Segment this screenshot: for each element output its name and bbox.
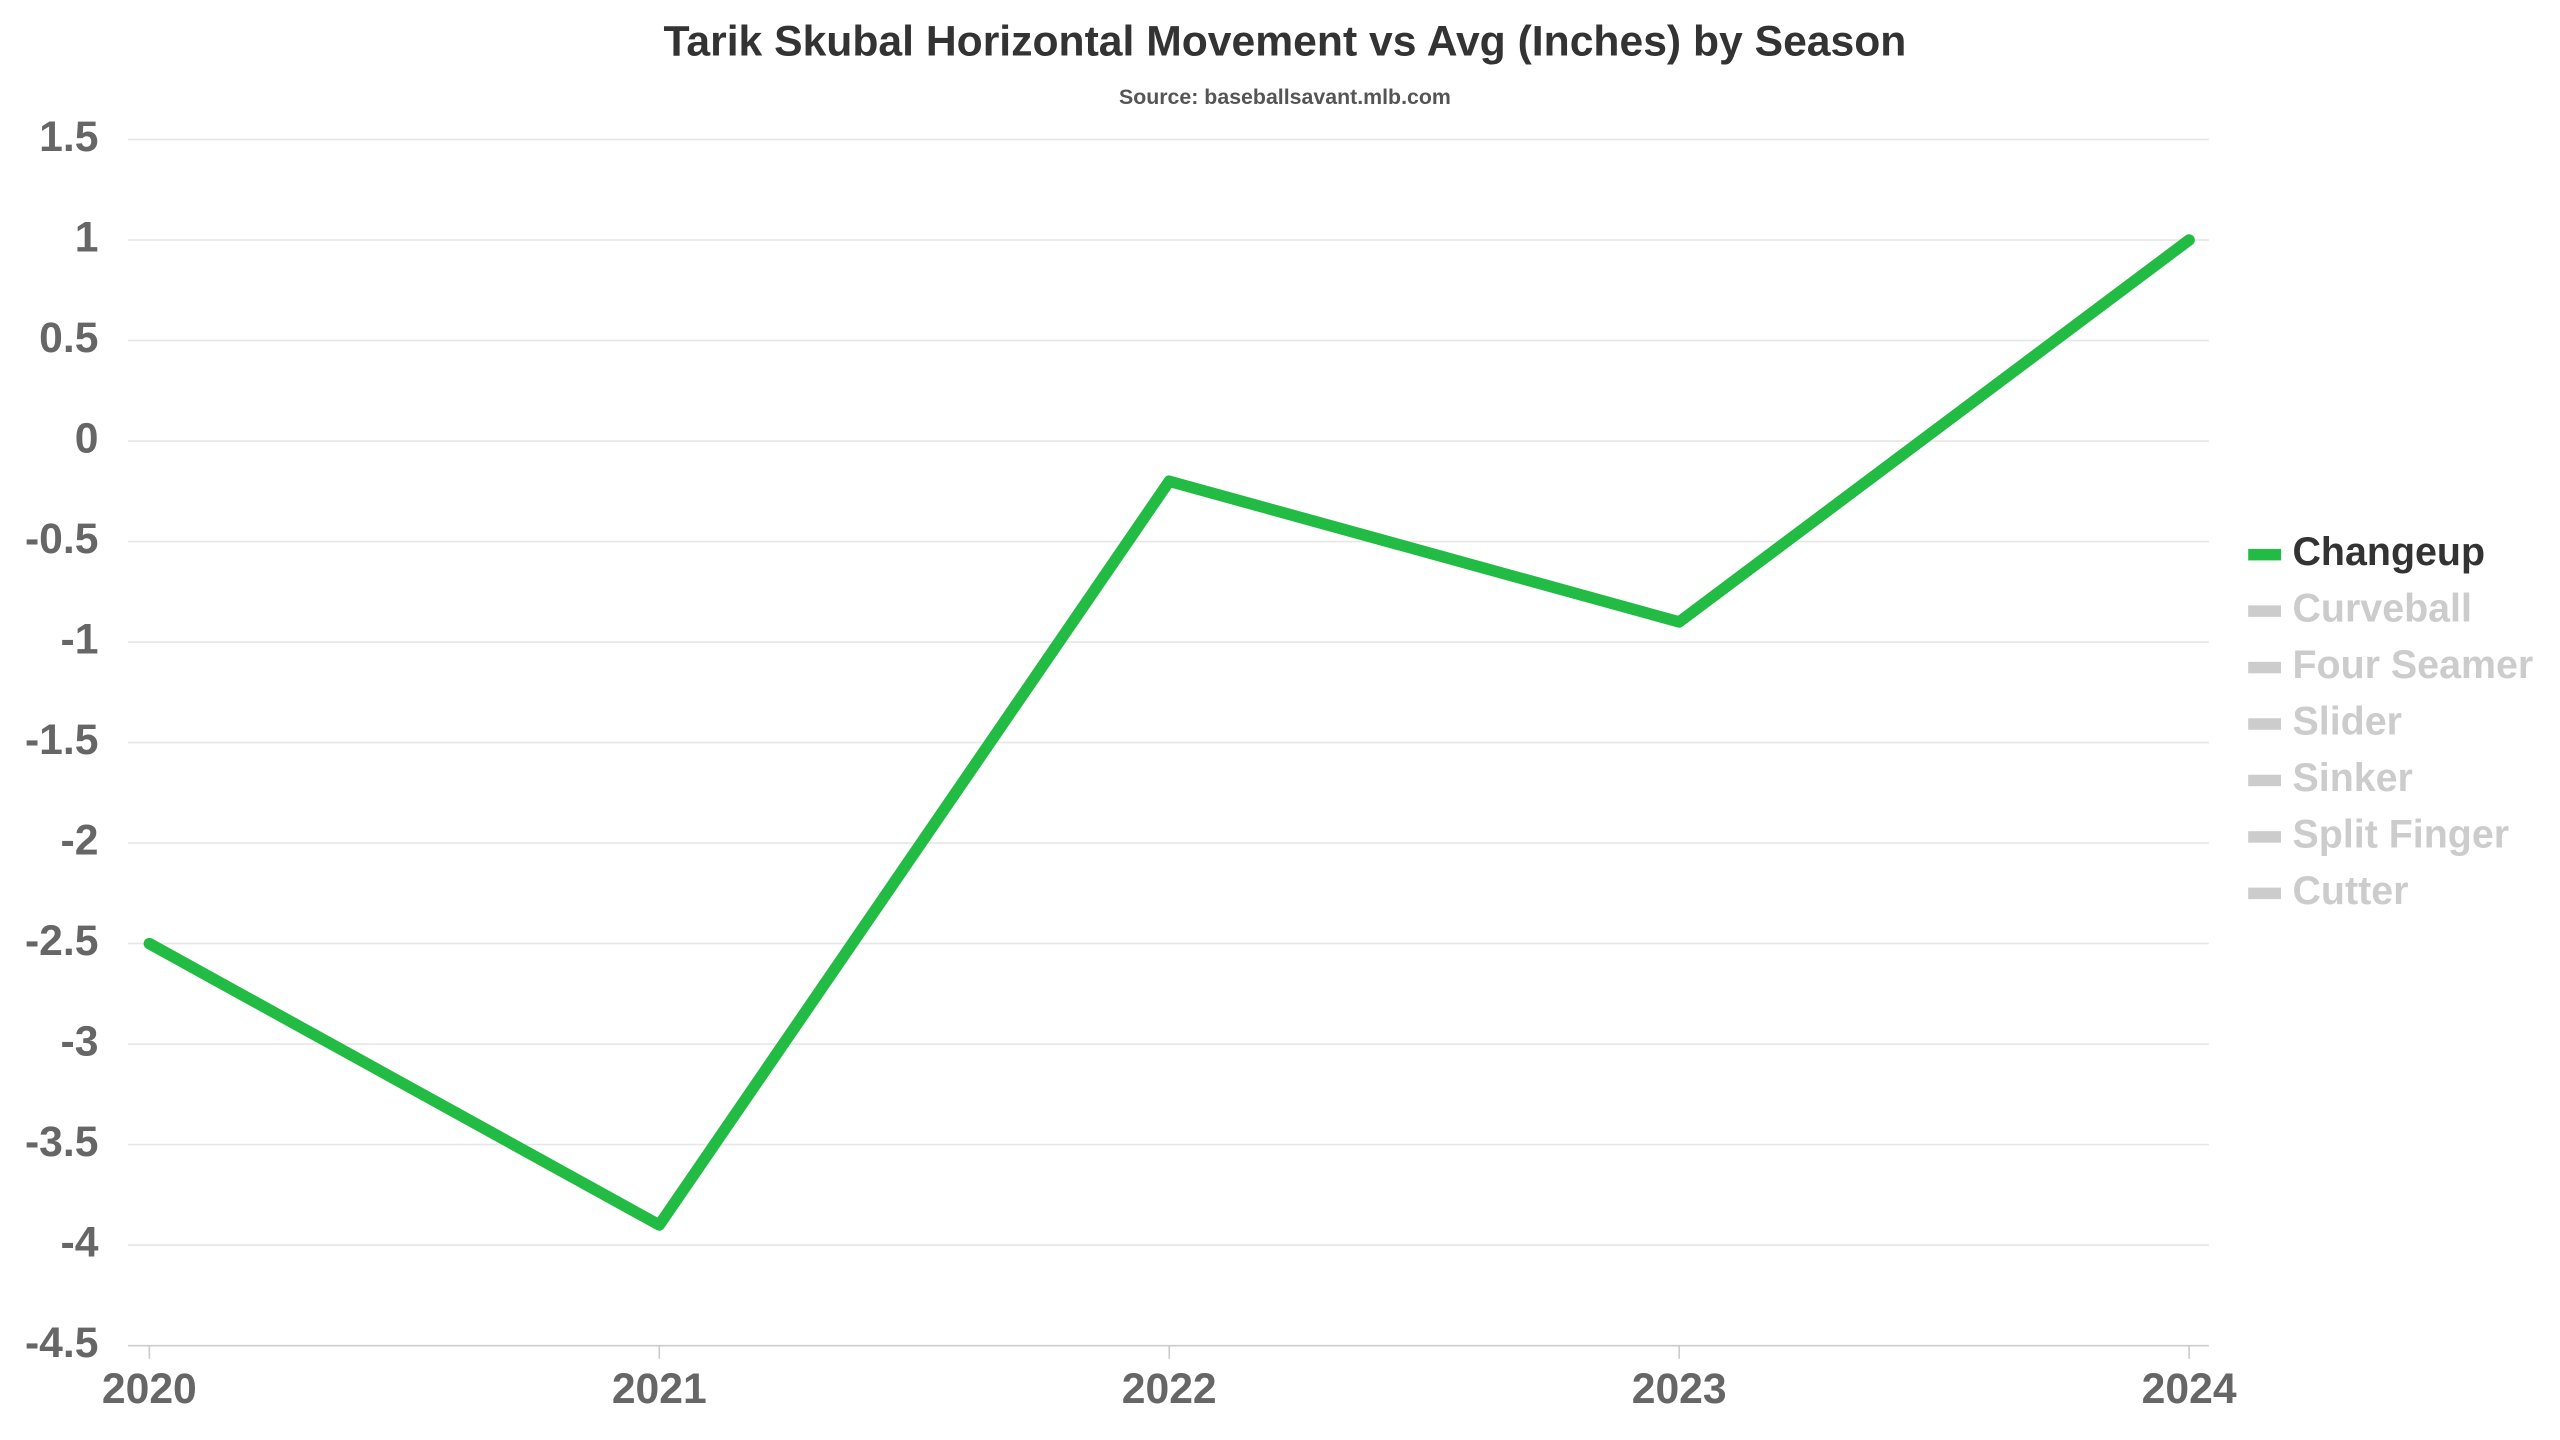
x-tick-label: 2021 [612,1365,707,1413]
y-tick-label: -1.5 [25,716,99,764]
y-tick-label: -2.5 [25,917,99,965]
y-tick-label: -1 [61,615,99,663]
legend-swatch [2248,831,2282,843]
legend-swatch [2248,548,2282,561]
legend-swatch [2248,661,2282,674]
legend-label: Curveball [2293,587,2472,631]
legend-label: Four Seamer [2293,643,2534,687]
y-tick-label: -4.5 [25,1319,99,1367]
x-tick-label: 2022 [1122,1365,1217,1413]
legend-label: Changeup [2293,530,2486,574]
y-tick-label: -3.5 [25,1118,99,1166]
y-tick-label: -4 [61,1218,99,1266]
legend-label: Cutter [2293,869,2409,913]
y-tick-label: -2 [61,816,99,864]
y-tick-label: 0.5 [39,314,98,362]
y-tick-label: -0.5 [25,515,99,563]
legend-swatch [2248,887,2282,900]
legend-label: Sinker [2293,756,2413,800]
legend-swatch [2248,774,2282,787]
chart-title: Tarik Skubal Horizontal Movement vs Avg … [663,18,1906,66]
x-tick-label: 2020 [102,1365,197,1413]
chart-subtitle: Source: baseballsavant.mlb.com [1119,85,1451,109]
y-tick-label: 0 [75,414,99,462]
y-tick-label: -3 [61,1017,99,1065]
x-tick-label: 2023 [1632,1365,1727,1413]
legend-swatch [2248,718,2282,730]
x-tick-label: 2024 [2142,1365,2237,1413]
y-tick-label: 1 [75,213,99,261]
legend-label: Split Finger [2293,812,2510,856]
y-tick-label: 1.5 [39,113,98,161]
legend-swatch [2248,605,2282,617]
legend-label: Slider [2293,699,2402,743]
line-series [143,234,2195,1231]
